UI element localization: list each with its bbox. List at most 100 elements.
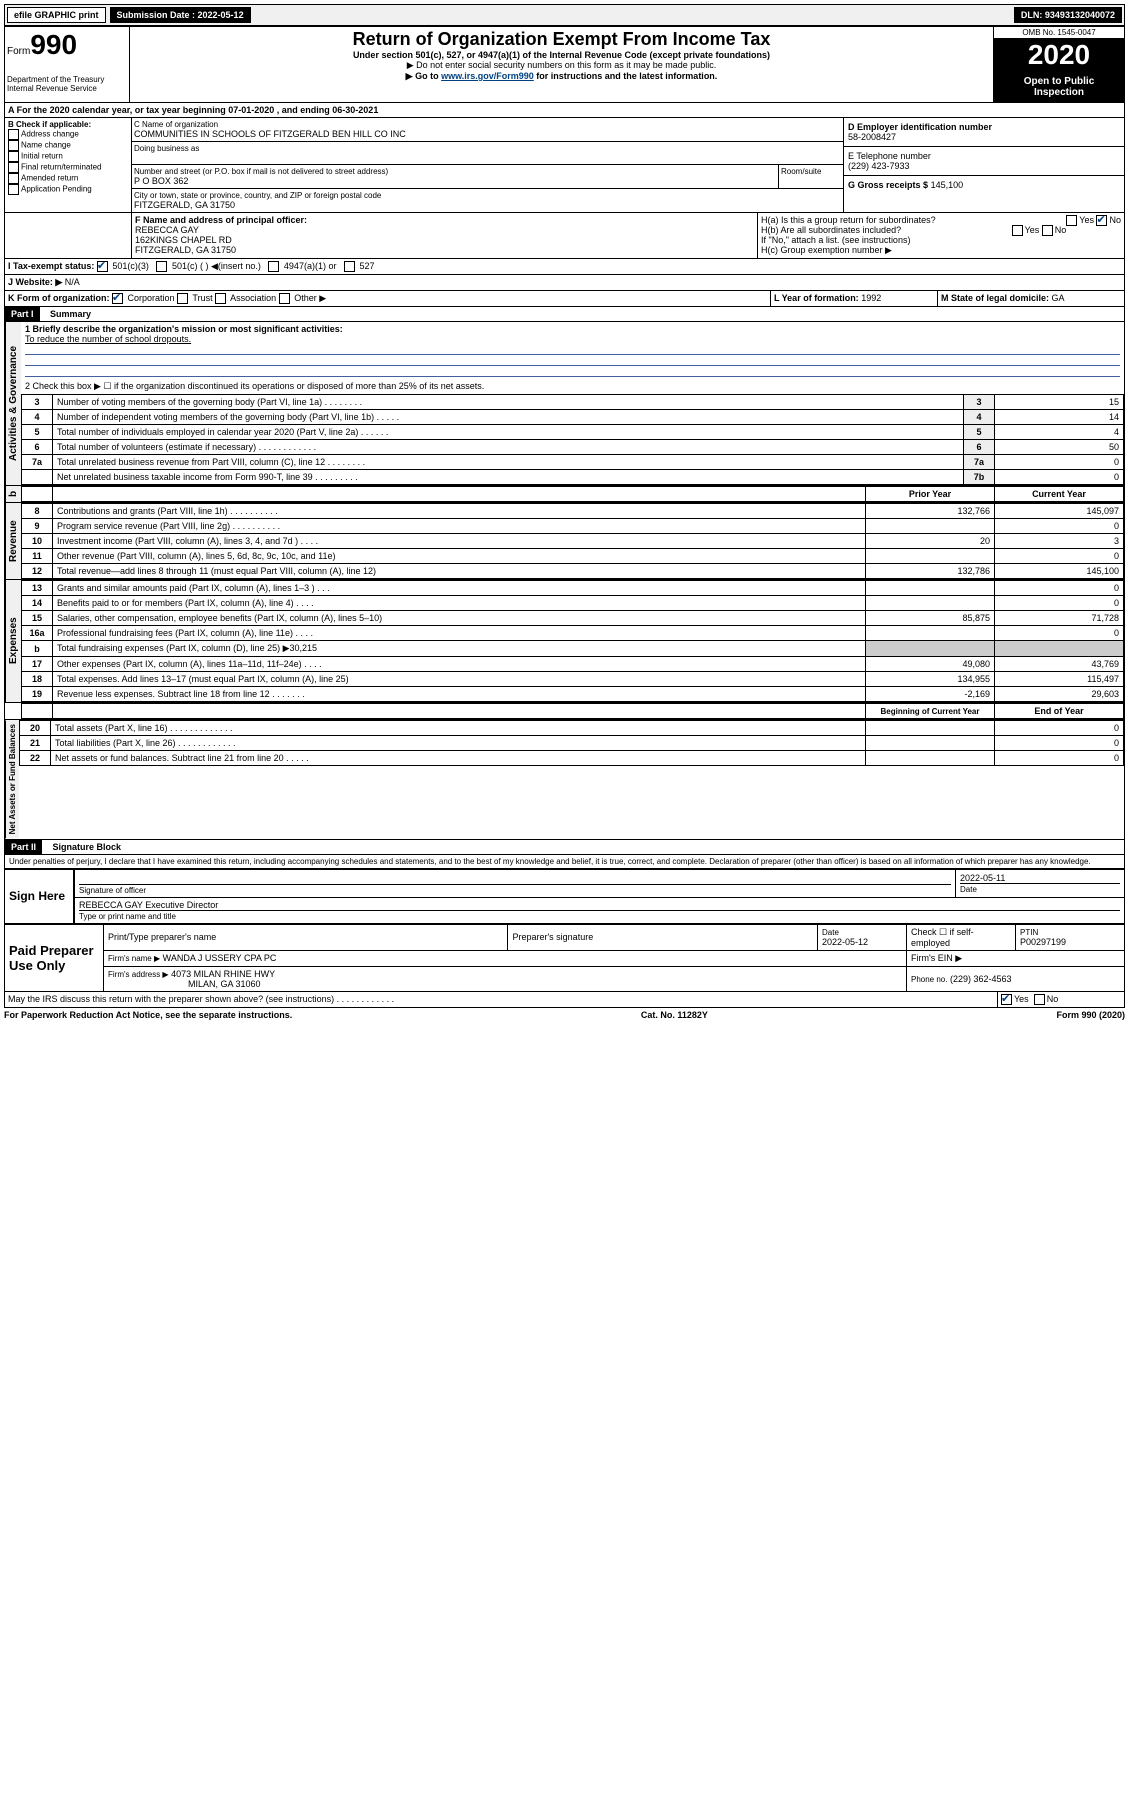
chk-final-return[interactable]: Final return/terminated — [8, 162, 128, 173]
chk-assoc[interactable] — [215, 293, 226, 304]
org-name: COMMUNITIES IN SCHOOLS OF FITZGERALD BEN… — [134, 129, 841, 139]
table-row: 19Revenue less expenses. Subtract line 1… — [22, 687, 1124, 702]
discuss-row: May the IRS discuss this return with the… — [4, 992, 1125, 1008]
perjury-text: Under penalties of perjury, I declare th… — [4, 855, 1125, 869]
discuss-no[interactable] — [1034, 994, 1045, 1005]
table-row: 3Number of voting members of the governi… — [22, 395, 1124, 410]
table-row: 15Salaries, other compensation, employee… — [22, 611, 1124, 626]
h-b: H(b) Are all subordinates included? Yes … — [761, 225, 1121, 235]
name-address-block: C Name of organization COMMUNITIES IN SC… — [132, 118, 844, 212]
website-row: J Website: ▶ N/A — [4, 275, 1125, 291]
sig-date-value: 2022-05-11 — [960, 873, 1120, 883]
governance-table: 3Number of voting members of the governi… — [21, 394, 1124, 485]
form-footer: Form 990 (2020) — [1056, 1010, 1125, 1020]
table-row: 13Grants and similar amounts paid (Part … — [22, 581, 1124, 596]
chk-corp[interactable] — [112, 293, 123, 304]
table-row: 17Other expenses (Part IX, column (A), l… — [22, 657, 1124, 672]
top-bar: efile GRAPHIC print Submission Date : 20… — [4, 4, 1125, 26]
table-row: 16aProfessional fundraising fees (Part I… — [22, 626, 1124, 641]
officer-addr2: FITZGERALD, GA 31750 — [135, 245, 754, 255]
line-2: 2 Check this box ▶ ☐ if the organization… — [21, 379, 1124, 394]
ein-phone-block: D Employer identification number 58-2008… — [844, 118, 1124, 212]
chk-amended[interactable]: Amended return — [8, 173, 128, 184]
chk-4947[interactable] — [268, 261, 279, 272]
page-footer: For Paperwork Reduction Act Notice, see … — [4, 1008, 1125, 1022]
firm-phone: (229) 362-4563 — [950, 974, 1012, 984]
part-2-header: Part II Signature Block — [4, 840, 1125, 855]
table-row: 10Investment income (Part VIII, column (… — [22, 534, 1124, 549]
note-ssn: ▶ Do not enter social security numbers o… — [138, 60, 985, 71]
form990-link[interactable]: www.irs.gov/Form990 — [441, 71, 534, 81]
dept-treasury: Department of the Treasury Internal Reve… — [7, 75, 127, 93]
tax-year: 2020 — [994, 39, 1124, 72]
table-row: 22Net assets or fund balances. Subtract … — [20, 751, 1124, 766]
discuss-yes[interactable] — [1001, 994, 1012, 1005]
h-note: If "No," attach a list. (see instruction… — [761, 235, 1121, 245]
org-address: P O BOX 362 — [134, 176, 776, 186]
year-box: OMB No. 1545-0047 2020 Open to Public In… — [993, 27, 1124, 102]
table-row: Net unrelated business taxable income fr… — [22, 470, 1124, 485]
klm-row: K Form of organization: Corporation Trus… — [4, 291, 1125, 307]
ptin-value: P00297199 — [1020, 937, 1066, 947]
chk-name-change[interactable]: Name change — [8, 140, 128, 151]
phone-value: (229) 423-7933 — [848, 161, 1120, 171]
ein-value: 58-2008427 — [848, 132, 1120, 142]
table-row: 21Total liabilities (Part X, line 26) . … — [20, 736, 1124, 751]
side-net: Net Assets or Fund Balances — [5, 720, 19, 838]
period-row: A For the 2020 calendar year, or tax yea… — [4, 103, 1125, 118]
mission-text: To reduce the number of school dropouts. — [25, 334, 1120, 344]
firm-name: WANDA J USSERY CPA PC — [163, 953, 277, 963]
form-header: Form990 Department of the Treasury Inter… — [4, 26, 1125, 103]
table-row: 8Contributions and grants (Part VIII, li… — [22, 504, 1124, 519]
title-box: Return of Organization Exempt From Incom… — [130, 27, 993, 102]
chk-501c3[interactable] — [97, 261, 108, 272]
net-assets-section: Net Assets or Fund Balances 20Total asse… — [4, 720, 1125, 839]
revenue-section: Revenue 8Contributions and grants (Part … — [4, 503, 1125, 580]
chk-trust[interactable] — [177, 293, 188, 304]
h-a: H(a) Is this a group return for subordin… — [761, 215, 1121, 225]
paid-preparer-label: Paid Preparer Use Only — [5, 924, 104, 991]
chk-501c[interactable] — [156, 261, 167, 272]
chk-527[interactable] — [344, 261, 355, 272]
state-domicile: GA — [1052, 293, 1065, 303]
table-row: 4Number of independent voting members of… — [22, 410, 1124, 425]
open-to-public: Open to Public Inspection — [994, 72, 1124, 102]
side-expenses: Expenses — [5, 580, 21, 702]
chk-initial-return[interactable]: Initial return — [8, 151, 128, 162]
org-city: FITZGERALD, GA 31750 — [134, 200, 841, 210]
prior-current-header: b Prior Year Current Year — [4, 486, 1125, 503]
year-formation: 1992 — [861, 293, 881, 303]
period-text: A For the 2020 calendar year, or tax yea… — [5, 103, 1124, 117]
prep-date: 2022-05-12 — [822, 937, 868, 947]
table-row: 7aTotal unrelated business revenue from … — [22, 455, 1124, 470]
gross-receipts: 145,100 — [931, 180, 964, 190]
table-row: 14Benefits paid to or for members (Part … — [22, 596, 1124, 611]
side-governance: Activities & Governance — [5, 322, 21, 485]
cat-number: Cat. No. 11282Y — [641, 1010, 708, 1020]
signature-section: Sign Here Signature of officer 2022-05-1… — [4, 869, 1125, 992]
table-row: 18Total expenses. Add lines 13–17 (must … — [22, 672, 1124, 687]
table-row: 11Other revenue (Part VIII, column (A), … — [22, 549, 1124, 564]
chk-address-change[interactable]: Address change — [8, 129, 128, 140]
omb-number: OMB No. 1545-0047 — [994, 27, 1124, 39]
chk-app-pending[interactable]: Application Pending — [8, 184, 128, 195]
officer-typed-name: REBECCA GAY Executive Director — [79, 900, 1120, 910]
activities-governance: Activities & Governance 1 Briefly descri… — [4, 322, 1125, 486]
expenses-section: Expenses 13Grants and similar amounts pa… — [4, 580, 1125, 703]
efile-print-button[interactable]: efile GRAPHIC print — [7, 7, 106, 23]
sign-here-label: Sign Here — [5, 869, 75, 923]
firm-city: MILAN, GA 31060 — [108, 979, 261, 989]
side-revenue: Revenue — [5, 503, 21, 579]
subtitle: Under section 501(c), 527, or 4947(a)(1)… — [138, 50, 985, 60]
chk-other[interactable] — [279, 293, 290, 304]
submission-date: Submission Date : 2022-05-12 — [110, 7, 251, 23]
dln: DLN: 93493132040072 — [1014, 7, 1122, 23]
entity-block: B Check if applicable: Address change Na… — [4, 118, 1125, 213]
firm-address: 4073 MILAN RHINE HWY — [171, 969, 275, 979]
table-row: 9Program service revenue (Part VIII, lin… — [22, 519, 1124, 534]
table-row: 20Total assets (Part X, line 16) . . . .… — [20, 721, 1124, 736]
tax-exempt-row: I Tax-exempt status: 501(c)(3) 501(c) ( … — [4, 259, 1125, 275]
check-applicable: B Check if applicable: Address change Na… — [5, 118, 132, 212]
form-number-box: Form990 Department of the Treasury Inter… — [5, 27, 130, 102]
table-row: bTotal fundraising expenses (Part IX, co… — [22, 641, 1124, 657]
